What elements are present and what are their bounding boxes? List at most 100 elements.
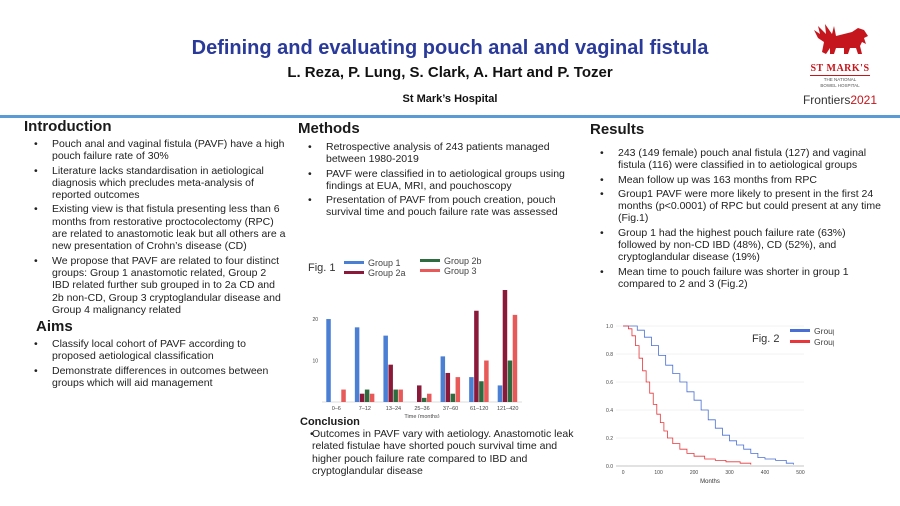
y-tick-label: 0.0: [606, 464, 613, 470]
bar: [383, 335, 388, 402]
bar: [455, 377, 461, 402]
fig2-survival-chart: 0.0 0.2 0.4 0.6 0.8 1.0 0 100 200 300 400 500 Months…: [606, 324, 834, 485]
bar: [507, 360, 513, 402]
legend-swatch: [344, 271, 364, 274]
y-tick-label: 0.6: [606, 380, 613, 386]
x-tick-label: 0: [622, 470, 625, 476]
bar: [341, 389, 346, 402]
list-item: Existing view is that fistula presenting…: [24, 203, 286, 252]
bar: [440, 356, 446, 402]
bar: [502, 290, 508, 402]
x-tick-label: 121–420: [497, 406, 518, 412]
results-heading: Results: [590, 121, 645, 138]
introduction-heading: Introduction: [24, 118, 112, 135]
bar: [422, 397, 427, 402]
y-tick-label: 0.8: [606, 352, 613, 358]
aims-heading: Aims: [36, 318, 73, 336]
poster-title: Defining and evaluating pouch anal and v…: [191, 37, 709, 59]
bar: [445, 372, 451, 402]
bar: [427, 393, 432, 402]
bar: [479, 381, 484, 402]
bar: [369, 393, 375, 402]
x-tick-label: 300: [725, 470, 734, 476]
list-item: Presentation of PAVF from pouch creation…: [298, 194, 580, 219]
bar: [388, 364, 393, 402]
y-tick-label: 10: [312, 359, 318, 365]
frontiers-label: Frontiers2021: [802, 93, 878, 107]
winged-lion-icon: [814, 24, 868, 54]
list-item: 243 (149 female) pouch anal fistula (127…: [590, 147, 882, 172]
bar: [417, 385, 422, 402]
bar: [484, 360, 489, 402]
introduction-list: Pouch anal and vaginal fistula (PAVF) ha…: [24, 138, 286, 316]
survival-line: [623, 325, 752, 465]
x-axis-title: Time (months): [404, 414, 439, 418]
list-item: Demonstrate differences in outcomes betw…: [24, 365, 286, 390]
list-item: Mean follow up was 163 months from RPC: [590, 174, 882, 187]
legend-label: Group 1: [368, 258, 401, 268]
x-tick-label: 7–12: [359, 406, 371, 412]
header-divider: [0, 115, 900, 118]
x-tick-label: 13–24: [386, 406, 401, 412]
fig2-label: Fig. 2: [752, 333, 780, 345]
x-tick-label: 400: [761, 470, 770, 476]
y-tick-label: 1.0: [606, 324, 613, 330]
legend-swatch: [420, 269, 440, 272]
logo-subtitle-1: THE NATIONAL: [823, 77, 857, 82]
aims-list: Classify local cohort of PAVF according …: [24, 338, 286, 389]
y-tick-label: 0.2: [606, 436, 613, 442]
frontiers-year: 2021: [850, 93, 878, 107]
list-item: We propose that PAVF are related to four…: [24, 255, 286, 316]
x-axis-title: Months: [700, 479, 720, 485]
list-item: Group 1 had the highest pouch failure ra…: [590, 227, 882, 264]
x-tick-label: 25–36: [414, 406, 429, 412]
bar: [354, 327, 360, 402]
poster-authors: L. Reza, P. Lung, S. Clark, A. Hart and …: [287, 64, 613, 81]
x-tick-label: 500: [796, 470, 805, 476]
x-tick-label: 0–6: [332, 406, 341, 412]
legend-swatch: [790, 329, 810, 332]
fig1-label: Fig. 1: [308, 262, 336, 274]
methods-list: Retrospective analysis of 243 patients m…: [298, 141, 580, 219]
poster-institution: St Mark’s Hospital: [402, 93, 498, 105]
introduction-column: Introduction Pouch anal and vaginal fist…: [24, 118, 286, 391]
legend-label: Group 2: [814, 337, 834, 347]
results-column: Results 243 (149 female) pouch anal fist…: [590, 118, 882, 292]
x-tick-label: 200: [690, 470, 699, 476]
legend-swatch: [420, 259, 440, 262]
y-tick-label: 20: [312, 317, 318, 323]
conclusion-section: Conclusion Outcomes in PAVF vary with ae…: [300, 416, 582, 479]
bar: [497, 385, 503, 402]
list-item: PAVF were classified in to aetiological …: [298, 168, 580, 193]
list-item: Outcomes in PAVF vary with aetiology. An…: [300, 428, 582, 477]
list-item: Literature lacks standardisation in aeti…: [24, 165, 286, 202]
bar: [469, 377, 474, 402]
conclusion-heading: Conclusion: [300, 416, 360, 428]
bar: [393, 389, 398, 402]
methods-column: Methods Retrospective analysis of 243 pa…: [298, 118, 580, 221]
bar: [326, 319, 331, 402]
legend-swatch: [790, 340, 810, 343]
x-tick-label: 37–60: [443, 406, 458, 412]
bar: [398, 389, 403, 402]
bar: [359, 393, 365, 402]
bar: [512, 314, 518, 402]
legend-label: Group 1: [814, 326, 834, 336]
results-list: 243 (149 female) pouch anal fistula (127…: [590, 147, 882, 290]
logo-subtitle-2: BOWEL HOSPITAL: [820, 83, 860, 88]
legend-label: Group 3: [444, 266, 477, 276]
logo-name: ST MARK'S: [810, 63, 870, 76]
y-tick-label: 0.4: [606, 408, 613, 414]
st-marks-logo: ST MARK'S THE NATIONAL BOWEL HOSPITAL Fr…: [800, 22, 880, 112]
list-item: Mean time to pouch failure was shorter i…: [590, 266, 882, 291]
legend-swatch: [344, 261, 364, 264]
bar: [364, 389, 370, 402]
bar: [450, 393, 456, 402]
survival-line: [623, 325, 794, 465]
legend-label: Group 2b: [444, 256, 482, 266]
methods-heading: Methods: [298, 120, 360, 137]
x-tick-label: 61–120: [470, 406, 488, 412]
legend-label: Group 2a: [368, 268, 406, 278]
list-item: Group1 PAVF were more likely to present …: [590, 188, 882, 225]
